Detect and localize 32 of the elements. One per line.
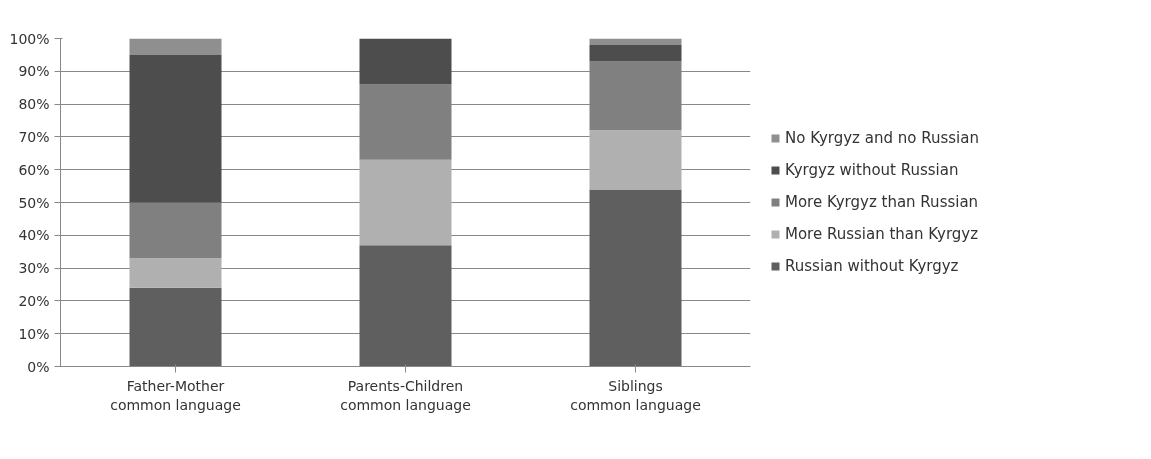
bar (359, 159, 452, 246)
legend-label: Kyrgyz without Russian (785, 161, 959, 179)
bar (359, 38, 452, 85)
bar (589, 130, 682, 190)
bar (359, 84, 452, 160)
x-tick-label: Siblings common language (570, 377, 701, 413)
y-tick-label: 20% (18, 292, 50, 309)
legend-label: More Kyrgyz than Russian (785, 193, 979, 211)
y-tick-label: 70% (18, 128, 50, 145)
y-tick-label: 30% (18, 260, 50, 277)
x-tick-label: Father-Mother common language (110, 377, 241, 413)
legend-label: Russian without Kyrgyz (785, 257, 959, 275)
bar (589, 38, 682, 46)
bar (589, 45, 682, 62)
y-tick-label: 90% (18, 63, 50, 80)
y-tick-label: 100% (9, 30, 50, 47)
y-tick-label: 40% (18, 227, 50, 244)
legend-label: No Kyrgyz and no Russian (785, 129, 979, 147)
y-tick-label: 60% (18, 161, 50, 178)
legend-label: More Russian than Kyrgyz (785, 225, 979, 243)
bar (589, 189, 682, 367)
bar (129, 38, 222, 55)
bar (129, 54, 222, 203)
bar (129, 258, 222, 288)
y-tick-label: 10% (18, 325, 50, 342)
y-tick-label: 50% (18, 194, 50, 211)
bar (129, 202, 222, 259)
x-tick-label: Parents-Children common language (340, 377, 471, 413)
bar (359, 245, 452, 367)
y-tick-label: 80% (18, 96, 50, 113)
y-tick-label: 0% (27, 358, 50, 375)
bar (129, 287, 222, 367)
